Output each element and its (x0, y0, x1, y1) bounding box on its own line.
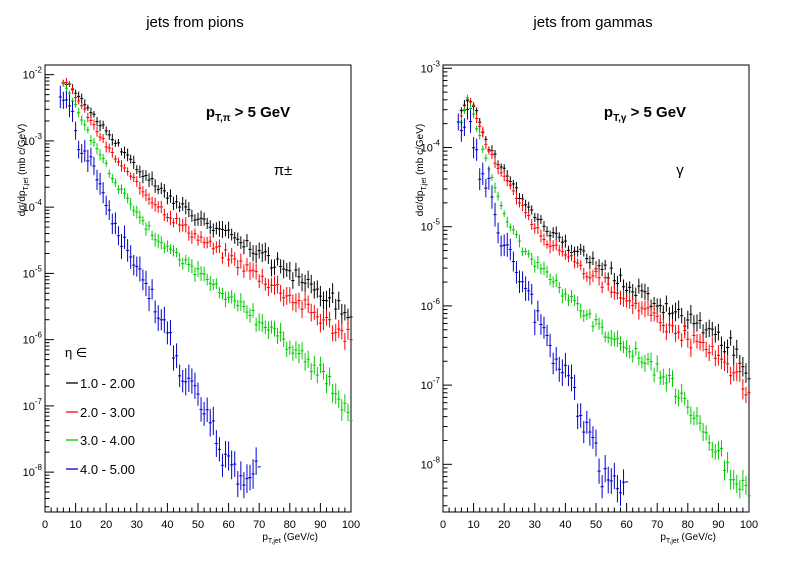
x-tick-label: 0 (440, 519, 446, 531)
x-tick-label: 40 (161, 519, 173, 531)
x-axis-ticks: 0 10 20 30 40 50 60 70 80 90 100 (440, 503, 758, 531)
x-tick-label: 60 (620, 519, 632, 531)
x-tick-label: 40 (559, 519, 571, 531)
y-tick-label: 10-5 (421, 218, 441, 234)
x-tick-label: 100 (342, 519, 360, 531)
legend-header: η ∈ (65, 345, 87, 360)
x-tick-label: 10 (69, 519, 81, 531)
series-4 (456, 99, 629, 506)
x-tick-label: 90 (314, 519, 326, 531)
legend-entry-3: 3.0 - 4.00 (80, 433, 135, 448)
y-tick-label: 10-5 (23, 264, 43, 280)
x-axis-label: pT,jet (GeV/c) (660, 532, 716, 545)
x-axis-ticks: 0 10 20 30 40 50 60 70 80 90 100 (42, 503, 360, 531)
x-tick-label: 20 (100, 519, 112, 531)
y-tick-label: 10-7 (421, 376, 441, 392)
y-tick-label: 10-8 (421, 455, 441, 471)
series-3 (459, 94, 751, 499)
x-tick-label: 70 (651, 519, 663, 531)
x-tick-label: 80 (284, 519, 296, 531)
series-4 (58, 85, 261, 499)
y-tick-label: 10-4 (421, 138, 441, 154)
x-tick-label: 30 (131, 519, 143, 531)
chart-title: jets from pions (145, 14, 244, 31)
x-tick-label: 60 (222, 519, 234, 531)
particle-label: γ (676, 162, 684, 179)
threshold-annotation: pT,π > 5 GeV (206, 104, 290, 124)
series-2 (459, 96, 751, 404)
panel-gammas: jets from gammas 0 10 20 30 40 50 60 70 80 90 100 … (415, 14, 758, 545)
x-tick-label: 50 (192, 519, 204, 531)
legend-entry-4: 4.0 - 5.00 (80, 462, 135, 477)
data-marks (456, 94, 751, 506)
particle-label: π± (274, 162, 293, 179)
series-1 (61, 80, 353, 327)
y-tick-label: 10-4 (23, 198, 43, 214)
x-tick-label: 20 (498, 519, 510, 531)
y-tick-label: 10-6 (23, 331, 43, 347)
legend-entry-2: 2.0 - 3.00 (80, 405, 135, 420)
y-axis-ticks: 10-2 10-3 10-4 10-5 10-6 10-7 10-8 (23, 66, 54, 508)
x-tick-label: 70 (253, 519, 265, 531)
data-marks (58, 77, 353, 499)
series-3 (61, 81, 353, 422)
panel-pions: jets from pions 0 10 20 30 40 50 60 70 80 90 100 1… (17, 14, 360, 545)
x-tick-label: 90 (712, 519, 724, 531)
x-tick-label: 80 (682, 519, 694, 531)
legend: η ∈ 1.0 - 2.00 2.0 - 3.00 3.0 - 4.00 4.0… (65, 345, 135, 477)
y-tick-label: 10-3 (421, 59, 441, 75)
y-axis-label: dσ/dpT,jet (mb c/GeV) (17, 124, 30, 216)
x-axis-label: pT,jet (GeV/c) (262, 532, 318, 545)
y-tick-label: 10-7 (23, 397, 43, 413)
x-tick-label: 0 (42, 519, 48, 531)
x-tick-label: 50 (590, 519, 602, 531)
y-axis-label: dσ/dpT,jet (mb c/GeV) (415, 124, 428, 216)
y-tick-label: 10-8 (23, 463, 43, 479)
y-tick-label: 10-6 (421, 297, 441, 313)
y-tick-label: 10-3 (23, 132, 43, 148)
legend-entry-1: 1.0 - 2.00 (80, 376, 135, 391)
x-tick-label: 10 (467, 519, 479, 531)
chart-title: jets from gammas (532, 14, 652, 31)
x-tick-label: 100 (740, 519, 758, 531)
y-tick-label: 10-2 (23, 66, 43, 82)
x-tick-label: 30 (529, 519, 541, 531)
series-2 (61, 77, 353, 350)
y-axis-ticks: 10-3 10-4 10-5 10-6 10-7 10-8 (421, 59, 452, 507)
threshold-annotation: pT,γ > 5 GeV (604, 104, 686, 124)
